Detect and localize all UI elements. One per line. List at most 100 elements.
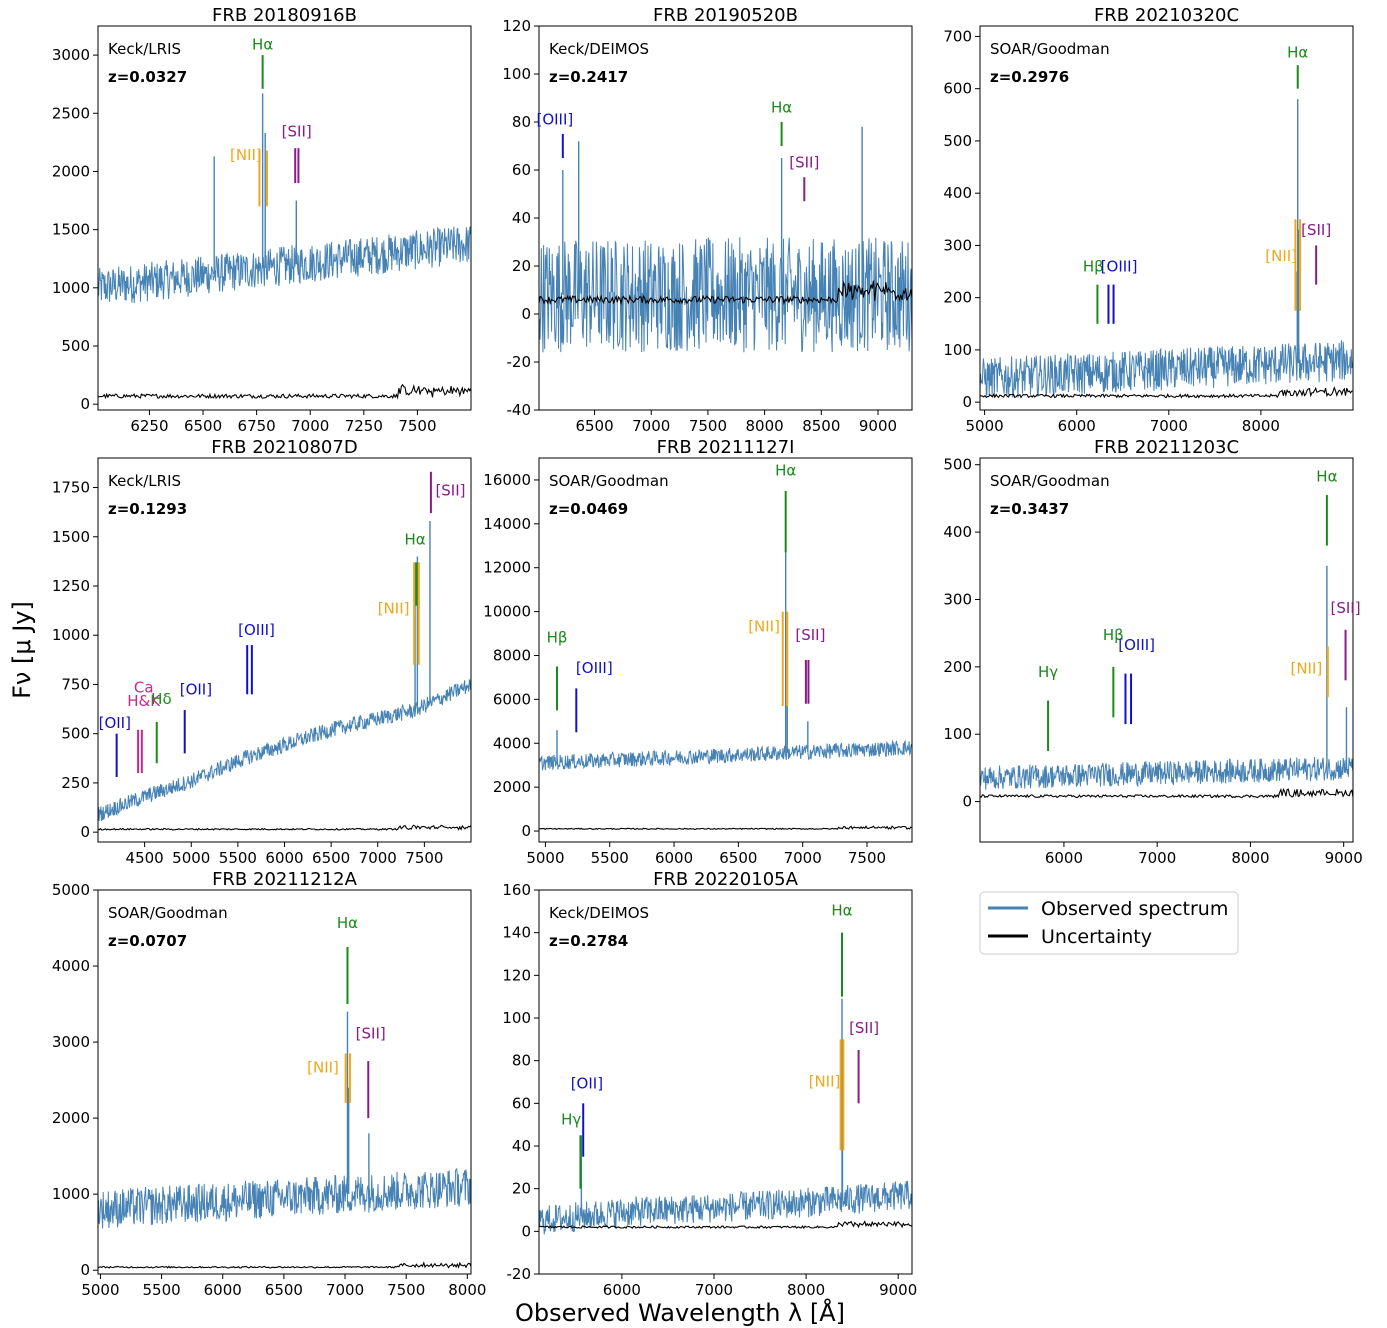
x-tick-label: 6000 <box>204 1281 242 1299</box>
y-tick-label: 1000 <box>52 279 90 297</box>
plot-area <box>98 1011 471 1269</box>
panel-title: FRB 20210320C <box>1094 5 1239 26</box>
x-tick-label: 5000 <box>172 849 210 867</box>
legend-entry: Uncertainty <box>1041 926 1152 948</box>
line-label: [OIII] <box>238 621 275 639</box>
redshift-label: z=0.0469 <box>549 500 628 518</box>
y-tick-label: 2500 <box>52 104 90 122</box>
panel-4: 4500 5000 5500 6000 6500 7000 7500 0 250 500 750 10… <box>52 437 472 867</box>
axes-frame <box>97 889 472 1275</box>
y-tick-label: 0 <box>80 395 90 413</box>
x-tick-label: 5000 <box>966 417 1004 435</box>
panel-title: FRB 20211212A <box>212 869 358 890</box>
y-tick-label: 0 <box>80 823 90 841</box>
legend-entry: Observed spectrum <box>1041 898 1228 920</box>
line-label: Hβ <box>1083 258 1104 276</box>
y-tick-label: 0 <box>80 1261 90 1279</box>
observed-spectrum-line <box>980 756 1353 790</box>
y-tick-label: 3000 <box>52 1033 90 1051</box>
x-tick-label: 7000 <box>326 1281 364 1299</box>
redshift-label: z=0.1293 <box>108 500 187 518</box>
instrument-label: SOAR/Goodman <box>990 40 1110 58</box>
line-label: Hα <box>771 98 792 116</box>
y-tick-label: 0 <box>962 393 972 411</box>
panel-title: FRB 20210807D <box>211 437 357 458</box>
observed-spectrum-line <box>98 226 471 304</box>
x-tick-label: 6000 <box>1058 417 1096 435</box>
uncertainty-line <box>980 386 1353 399</box>
x-tick-label: 7000 <box>291 417 329 435</box>
line-label: [NII] <box>1290 660 1322 678</box>
x-tick-label: 6500 <box>184 417 222 435</box>
line-label: Hβ <box>1103 626 1124 644</box>
line-label: [SII] <box>282 123 312 141</box>
x-tick-label: 5000 <box>526 849 564 867</box>
y-tick-label: 600 <box>943 80 972 98</box>
y-axis-label: Fν [μ Jy] <box>8 601 36 699</box>
y-tick-label: 1250 <box>52 577 90 595</box>
x-tick-label: 6500 <box>265 1281 303 1299</box>
line-label: Ca <box>134 678 154 696</box>
y-tick-label: 1750 <box>52 479 90 497</box>
plot-area <box>980 99 1353 399</box>
panel-3: 5000 6000 7000 8000 0 100 200 300 400 500 600 700 FR… <box>943 5 1354 435</box>
redshift-label: z=0.2417 <box>549 68 628 86</box>
axes-frame <box>97 25 472 411</box>
y-tick-label: 1500 <box>52 528 90 546</box>
line-label: Hβ <box>547 628 568 646</box>
axes-frame <box>979 25 1354 411</box>
instrument-label: Keck/LRIS <box>108 40 181 58</box>
line-label: [NII] <box>809 1072 841 1090</box>
x-tick-label: 7250 <box>345 417 383 435</box>
x-tick-label: 5500 <box>591 849 629 867</box>
x-axis-label: Observed Wavelength λ [Å] <box>515 1298 845 1327</box>
y-tick-label: 80 <box>512 113 531 131</box>
panel-title: FRB 20190520B <box>653 5 798 26</box>
line-label: Hα <box>252 35 273 53</box>
x-tick-label: 6500 <box>312 849 350 867</box>
y-tick-label: 5000 <box>52 881 90 899</box>
panel-title: FRB 20180916B <box>212 5 357 26</box>
y-tick-label: 120 <box>502 17 531 35</box>
uncertainty-line <box>98 824 471 831</box>
redshift-label: z=0.0707 <box>108 932 187 950</box>
y-tick-label: 12000 <box>483 559 531 577</box>
line-label: [NII] <box>748 617 780 635</box>
y-tick-label: -40 <box>507 401 532 419</box>
y-tick-label: -20 <box>507 353 532 371</box>
instrument-label: SOAR/Goodman <box>990 472 1110 490</box>
x-tick-label: 5500 <box>142 1281 180 1299</box>
line-label: Hα <box>1316 468 1337 486</box>
x-tick-label: 7000 <box>359 849 397 867</box>
uncertainty-line <box>980 787 1353 799</box>
y-tick-label: 100 <box>502 65 531 83</box>
y-tick-label: 1000 <box>52 1185 90 1203</box>
y-tick-label: 2000 <box>52 1109 90 1127</box>
instrument-label: Keck/DEIMOS <box>549 40 649 58</box>
y-tick-label: 1500 <box>52 221 90 239</box>
x-tick-label: 6000 <box>1045 849 1083 867</box>
x-tick-label: 8000 <box>1231 849 1269 867</box>
line-label: [NII] <box>378 600 410 618</box>
uncertainty-line <box>539 1220 912 1230</box>
y-tick-label: 16000 <box>483 471 531 489</box>
x-tick-label: 7500 <box>398 417 436 435</box>
panel-title: FRB 20211127I <box>657 437 795 458</box>
instrument-label: Keck/DEIMOS <box>549 904 649 922</box>
y-tick-label: 100 <box>502 1009 531 1027</box>
y-tick-label: 20 <box>512 1180 531 1198</box>
line-label: Hα <box>337 914 358 932</box>
y-tick-label: 40 <box>512 1137 531 1155</box>
instrument-label: SOAR/Goodman <box>549 472 669 490</box>
line-label: [SII] <box>1301 221 1331 239</box>
line-label: [OIII] <box>576 659 613 677</box>
line-label: [OIII] <box>1118 636 1155 654</box>
x-tick-label: 8000 <box>448 1281 486 1299</box>
plot-area <box>539 126 912 353</box>
y-tick-label: 0 <box>962 793 972 811</box>
uncertainty-line <box>539 280 912 306</box>
redshift-label: z=0.2976 <box>990 68 1069 86</box>
plot-area <box>98 93 471 400</box>
line-label: [OII] <box>571 1074 603 1092</box>
